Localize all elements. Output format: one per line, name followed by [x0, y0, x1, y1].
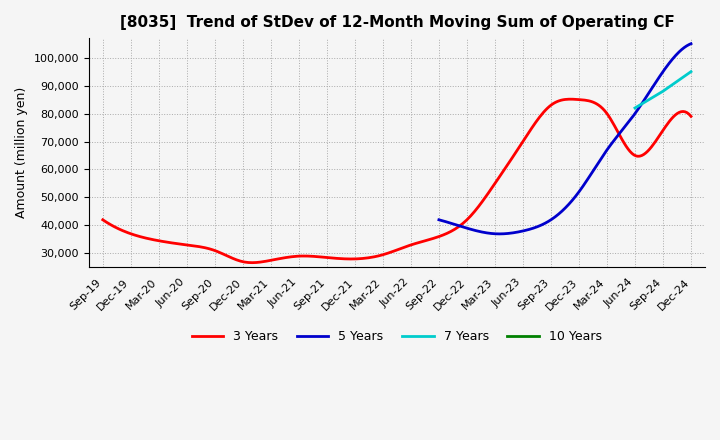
5 Years: [590, 167, 598, 172]
Line: 3 Years: 3 Years: [103, 99, 691, 263]
5 Years: [648, 85, 657, 90]
3 Years: [460, 219, 469, 224]
3 Years: [636, 154, 644, 159]
5 Years: [687, 41, 696, 46]
Line: 5 Years: 5 Years: [439, 44, 691, 234]
3 Years: [687, 114, 696, 119]
3 Years: [248, 260, 256, 265]
Line: 7 Years: 7 Years: [635, 72, 691, 108]
5 Years: [495, 231, 504, 237]
7 Years: [659, 88, 667, 94]
3 Years: [99, 217, 107, 223]
5 Years: [664, 62, 672, 67]
5 Years: [436, 217, 444, 223]
3 Years: [449, 227, 457, 233]
3 Years: [100, 218, 109, 224]
7 Years: [631, 105, 639, 110]
3 Years: [598, 106, 607, 111]
Y-axis label: Amount (million yen): Amount (million yen): [15, 87, 28, 218]
Title: [8035]  Trend of StDev of 12-Month Moving Sum of Operating CF: [8035] Trend of StDev of 12-Month Moving…: [120, 15, 674, 30]
3 Years: [451, 227, 459, 232]
7 Years: [687, 69, 696, 74]
Legend: 3 Years, 5 Years, 7 Years, 10 Years: 3 Years, 5 Years, 7 Years, 10 Years: [187, 325, 607, 348]
5 Years: [585, 175, 593, 180]
5 Years: [435, 217, 444, 223]
5 Years: [585, 173, 594, 179]
3 Years: [567, 96, 575, 102]
